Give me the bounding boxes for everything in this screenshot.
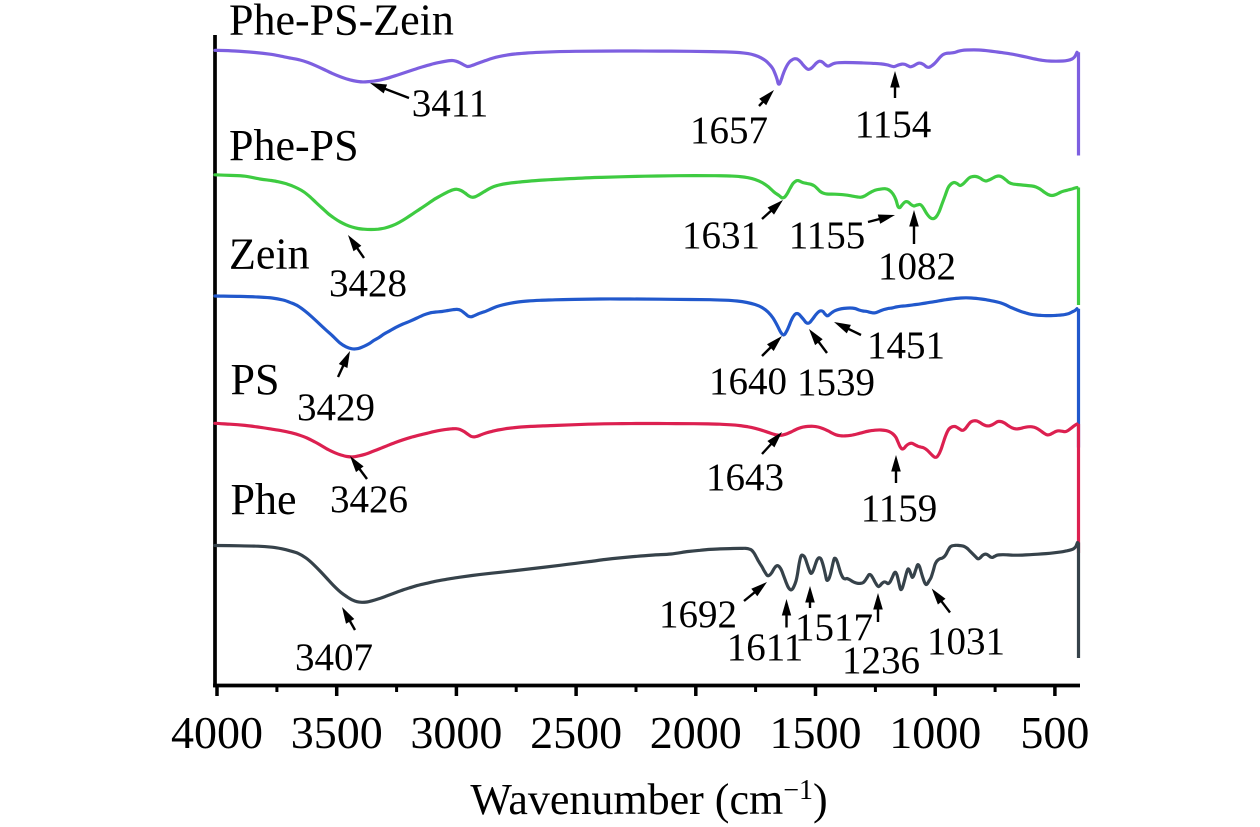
svg-text:3407: 3407 (295, 636, 373, 679)
svg-text:1692: 1692 (659, 593, 737, 636)
svg-text:1657: 1657 (690, 109, 768, 152)
svg-text:2000: 2000 (650, 707, 742, 758)
svg-text:3429: 3429 (297, 386, 375, 429)
svg-text:1517: 1517 (795, 606, 873, 649)
svg-text:Zein: Zein (229, 230, 310, 279)
svg-text:3000: 3000 (410, 707, 502, 758)
svg-text:3500: 3500 (291, 707, 383, 758)
svg-text:1236: 1236 (842, 639, 920, 682)
svg-text:1640: 1640 (709, 360, 787, 403)
svg-text:1539: 1539 (797, 361, 875, 404)
svg-text:Phe-PS-Zein: Phe-PS-Zein (229, 0, 454, 45)
svg-text:1643: 1643 (706, 456, 784, 499)
svg-text:3411: 3411 (412, 82, 489, 125)
svg-text:1155: 1155 (789, 214, 866, 257)
svg-text:1000: 1000 (889, 707, 981, 758)
svg-text:PS: PS (231, 355, 280, 404)
svg-text:1082: 1082 (878, 245, 956, 288)
svg-text:2500: 2500 (530, 707, 622, 758)
svg-text:1159: 1159 (861, 487, 938, 530)
svg-text:Wavenumber (cm−1): Wavenumber (cm−1) (470, 775, 827, 824)
svg-text:4000: 4000 (171, 707, 263, 758)
svg-text:3426: 3426 (330, 478, 408, 521)
svg-text:1631: 1631 (682, 214, 760, 257)
svg-text:1451: 1451 (867, 324, 945, 367)
svg-text:Phe-PS: Phe-PS (229, 121, 359, 170)
svg-text:3428: 3428 (329, 262, 407, 305)
svg-text:500: 500 (1020, 707, 1089, 758)
svg-text:1611: 1611 (727, 626, 804, 669)
svg-text:1500: 1500 (770, 707, 862, 758)
svg-text:1154: 1154 (855, 103, 932, 146)
svg-text:Phe: Phe (231, 475, 297, 524)
svg-text:1031: 1031 (927, 620, 1005, 663)
